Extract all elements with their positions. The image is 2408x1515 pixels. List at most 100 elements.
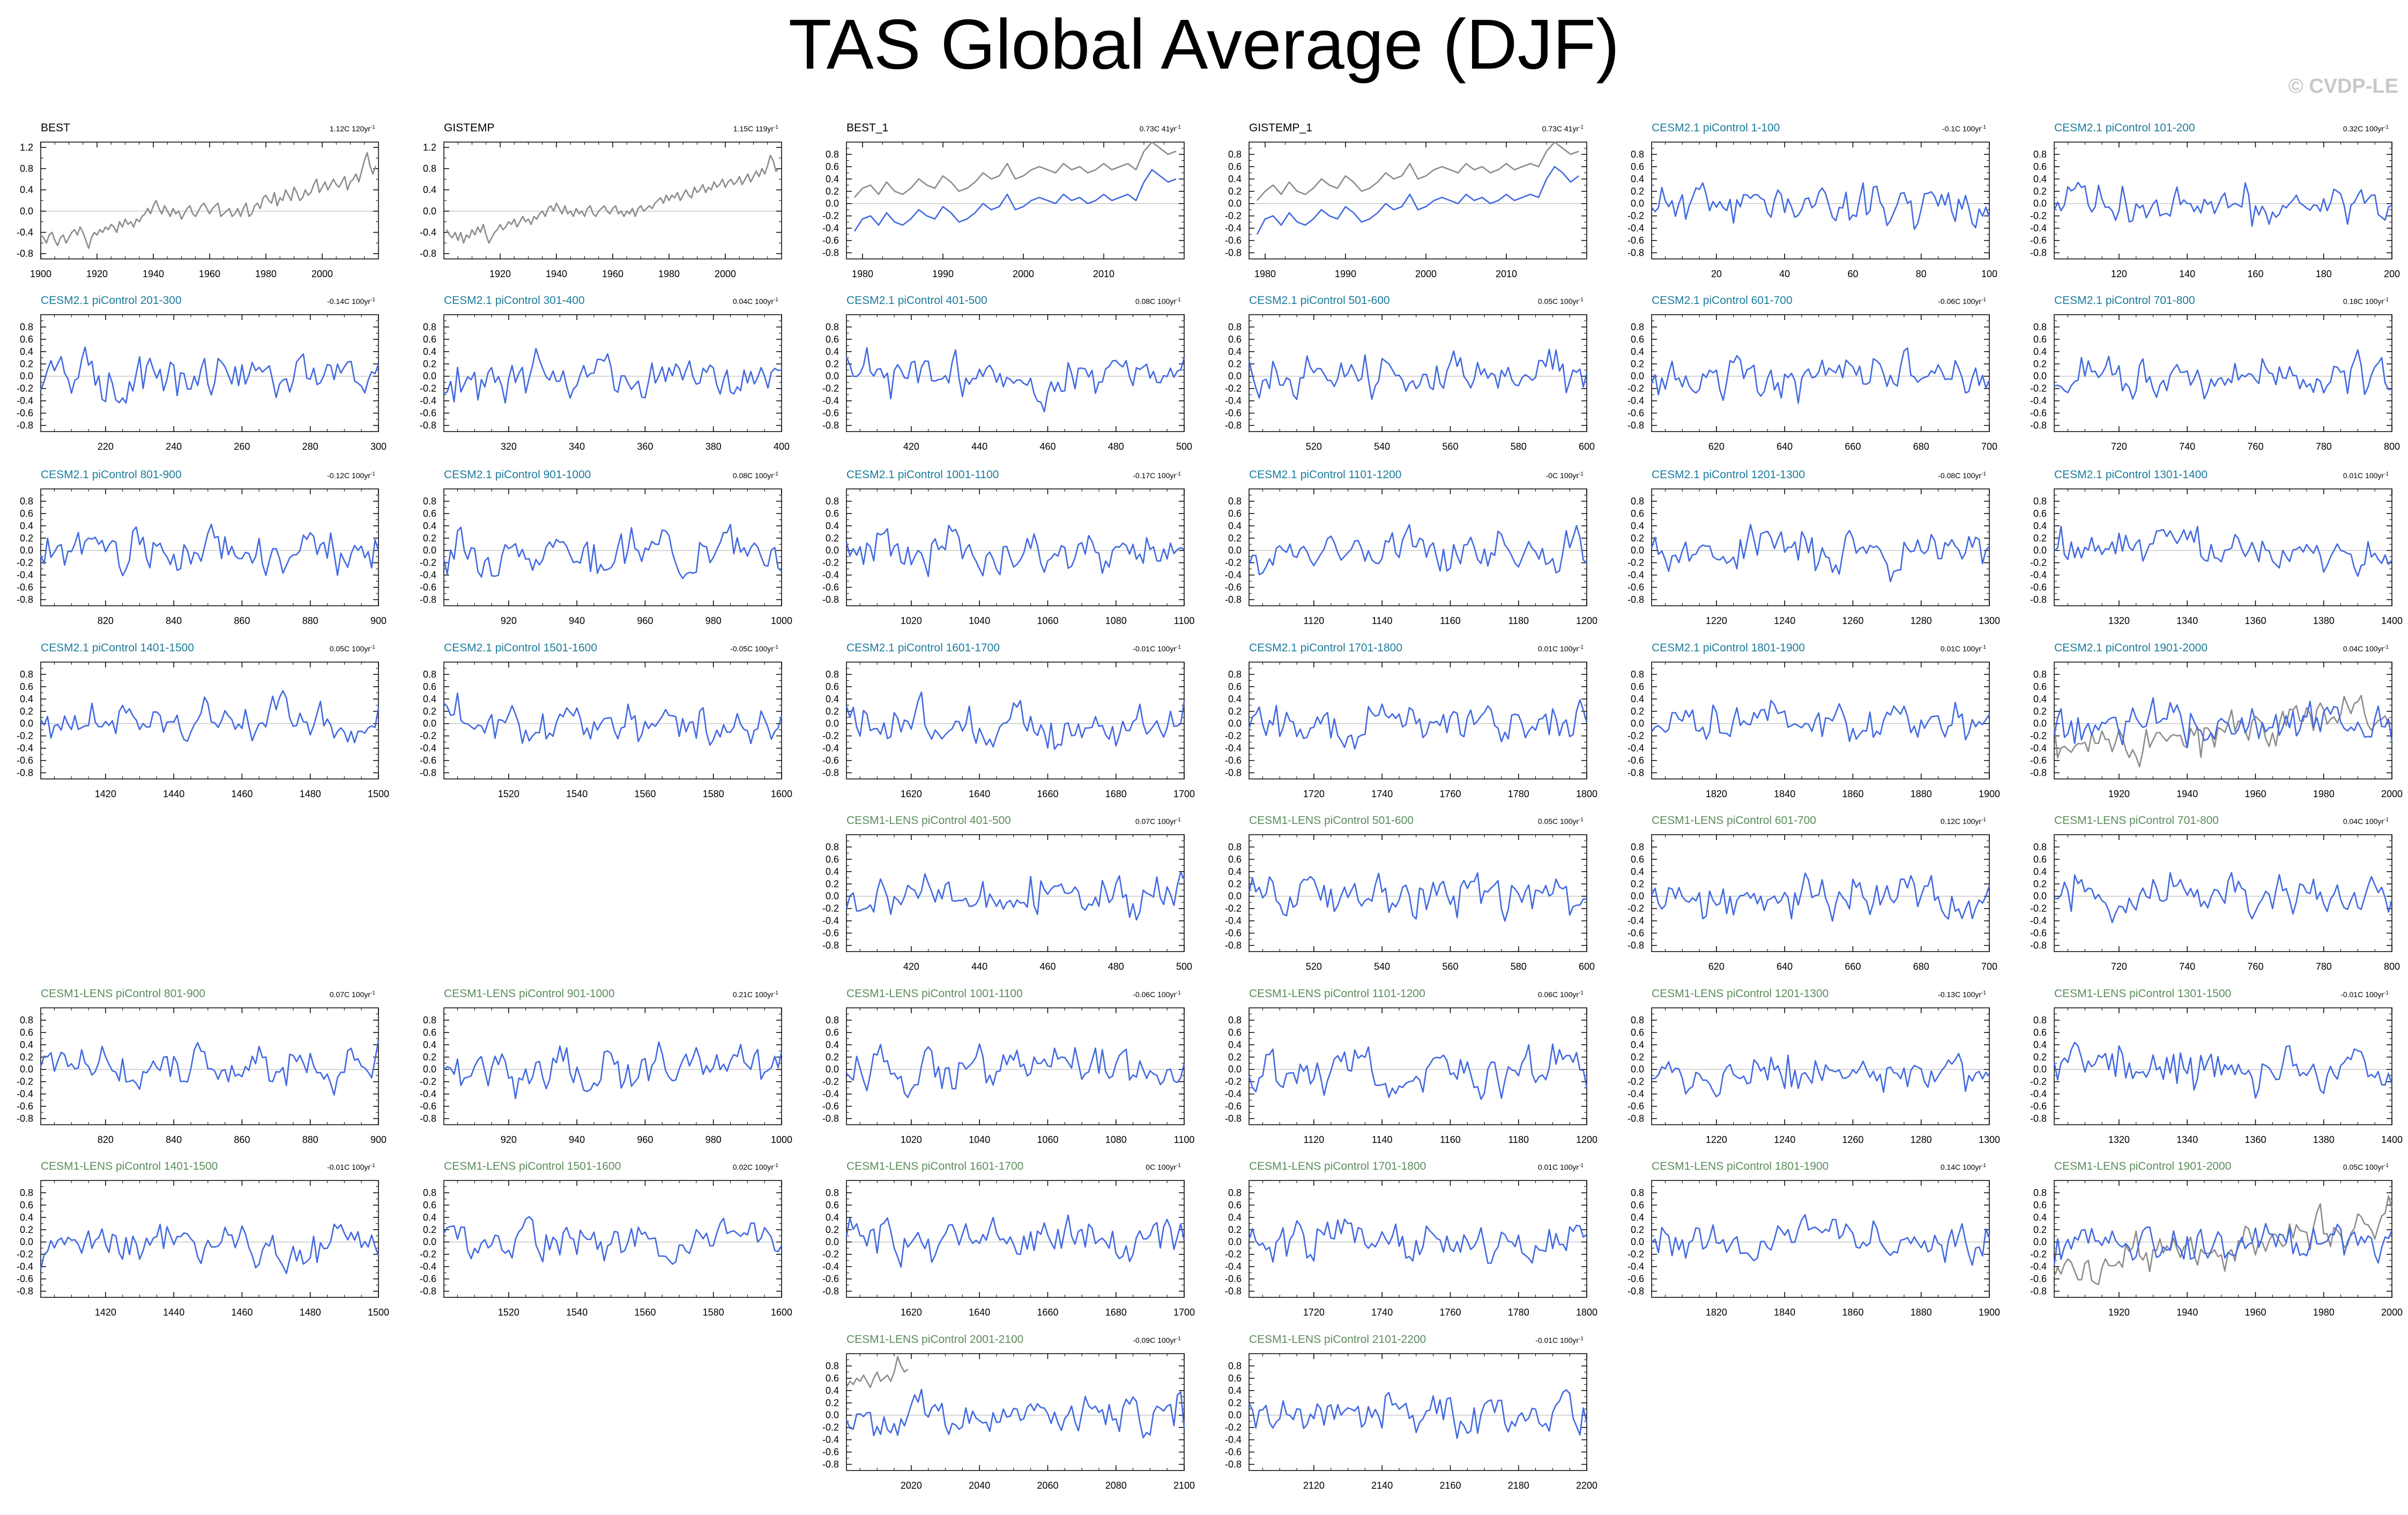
panel-frame — [2054, 142, 2392, 259]
y-tick-label: -0.4 — [17, 1089, 33, 1100]
y-tick-label: 0.0 — [826, 371, 839, 382]
panel: CESM2.1 piControl 701-800 0.18C 100yr-1 -0… — [2030, 294, 2400, 452]
panel-frame — [1651, 142, 1990, 259]
x-tick-label: 1040 — [969, 1134, 990, 1145]
x-tick-label: 1990 — [1335, 269, 1356, 279]
y-tick-label: 0.4 — [1228, 346, 1242, 357]
panel: CESM2.1 piControl 1601-1700 -0.01C 100yr-… — [822, 642, 1195, 799]
x-tick-label: 1740 — [1371, 1307, 1393, 1318]
x-tick-label: 780 — [2316, 441, 2332, 452]
y-tick-label: 0.2 — [1631, 879, 1644, 889]
y-tick-label: 0.0 — [20, 1064, 33, 1075]
y-tick-label: -0.4 — [420, 743, 436, 754]
y-tick-label: -0.6 — [420, 1101, 436, 1112]
panel-frame — [846, 1353, 1185, 1471]
panel-frame — [2054, 1007, 2392, 1125]
x-tick-label: 100 — [1981, 269, 1997, 279]
x-tick-label: 1160 — [1440, 1134, 1461, 1145]
x-tick-label: 1320 — [2108, 615, 2130, 626]
y-tick-label: -0.2 — [822, 1249, 839, 1260]
x-tick-label: 1380 — [2313, 1134, 2335, 1145]
panel-frame — [443, 314, 782, 432]
x-tick-label: 2000 — [715, 269, 736, 279]
y-tick-label: 0.6 — [1631, 681, 1644, 692]
model-series-line — [845, 1214, 1185, 1268]
x-tick-label: 1780 — [1508, 789, 1529, 799]
x-tick-label: 120 — [2111, 269, 2127, 279]
x-tick-label: 440 — [971, 441, 987, 452]
y-tick-label: -0.2 — [420, 731, 436, 741]
model-series-line — [2053, 181, 2392, 227]
y-tick-label: -0.2 — [1225, 1249, 1242, 1260]
y-tick-label: 0.4 — [826, 174, 839, 184]
y-tick-label: -0.4 — [2030, 396, 2047, 406]
x-tick-label: 2000 — [2381, 789, 2403, 799]
x-tick-label: 1960 — [602, 269, 623, 279]
trend-label: 0.14C 100yr-1 — [1941, 1163, 1987, 1172]
y-tick-label: 0.2 — [1228, 706, 1242, 717]
y-tick-label: 0.0 — [2033, 545, 2047, 556]
y-tick-label: 0.0 — [1228, 198, 1242, 209]
x-tick-label: 820 — [98, 615, 114, 626]
y-tick-label: 0.4 — [2033, 694, 2047, 704]
y-tick-label: 0.6 — [1228, 1027, 1242, 1038]
y-tick-label: 0.4 — [2033, 1039, 2047, 1050]
panel-frame — [1248, 488, 1587, 606]
x-tick-label: 60 — [1847, 269, 1858, 279]
y-tick-label: -0.4 — [1225, 1261, 1242, 1272]
y-tick-label: 0.0 — [826, 1237, 839, 1247]
panel-title: CESM1-LENS piControl 1801-1900 — [1652, 1160, 1829, 1172]
y-tick-label: -0.2 — [822, 211, 839, 221]
x-tick-label: 420 — [903, 441, 919, 452]
x-tick-label: 1960 — [199, 269, 220, 279]
y-tick-label: -0.4 — [1627, 396, 1644, 406]
y-tick-label: 1.2 — [423, 142, 436, 153]
y-tick-label: 0.4 — [1228, 1039, 1242, 1050]
x-tick-label: 1920 — [2108, 1307, 2130, 1318]
x-tick-label: 1300 — [1979, 615, 2000, 626]
y-tick-label: -0.8 — [1225, 248, 1242, 258]
panel: CESM1-LENS piControl 1001-1100 -0.06C 100… — [822, 987, 1194, 1145]
y-tick-label: 0.6 — [2033, 161, 2047, 172]
x-tick-label: 1420 — [95, 789, 116, 799]
y-tick-label: -0.8 — [17, 768, 33, 778]
x-tick-label: 500 — [1176, 961, 1192, 972]
y-tick-label: 0.6 — [20, 1200, 33, 1210]
y-tick-label: 0.6 — [1228, 508, 1242, 519]
y-tick-label: -0.4 — [822, 1261, 839, 1272]
x-tick-label: 1960 — [2245, 1307, 2266, 1318]
y-tick-label: 0.4 — [826, 866, 839, 877]
y-tick-label: -0.2 — [1627, 558, 1644, 568]
y-tick-label: -0.2 — [1225, 383, 1242, 394]
x-tick-label: 2000 — [2381, 1307, 2403, 1318]
y-tick-label: 0.4 — [1631, 694, 1644, 704]
y-tick-label: -0.2 — [1225, 558, 1242, 568]
x-tick-label: 920 — [501, 615, 517, 626]
y-tick-label: -0.6 — [1627, 408, 1644, 419]
x-tick-label: 1680 — [1105, 789, 1127, 799]
panel-frame — [2054, 834, 2392, 952]
x-tick-label: 660 — [1845, 961, 1861, 972]
y-tick-label: -0.8 — [1225, 940, 1242, 951]
model-series-line — [443, 524, 782, 580]
panel: CESM2.1 piControl 1901-2000 0.04C 100yr-1… — [2030, 642, 2403, 799]
y-tick-label: -0.4 — [1225, 570, 1242, 581]
y-tick-label: 0.8 — [1228, 322, 1242, 332]
y-tick-label: -0.8 — [1225, 768, 1242, 778]
y-tick-label: 0.2 — [2033, 879, 2047, 889]
y-tick-label: -0.6 — [822, 928, 839, 939]
x-tick-label: 300 — [370, 441, 387, 452]
panel-title: CESM2.1 piControl 1701-1800 — [1249, 642, 1402, 654]
y-tick-label: 0.6 — [826, 1373, 839, 1384]
y-tick-label: -0.2 — [822, 383, 839, 394]
panel-frame — [2054, 314, 2392, 432]
x-tick-label: 1860 — [1842, 1307, 1863, 1318]
y-tick-label: 0.2 — [826, 1052, 839, 1063]
y-tick-label: -0.6 — [822, 582, 839, 593]
y-tick-label: 0.6 — [1228, 681, 1242, 692]
y-tick-label: 0.2 — [826, 879, 839, 889]
y-tick-label: -0.4 — [1225, 396, 1242, 406]
y-tick-label: 0.6 — [423, 681, 436, 692]
y-tick-label: -0.4 — [1627, 916, 1644, 926]
